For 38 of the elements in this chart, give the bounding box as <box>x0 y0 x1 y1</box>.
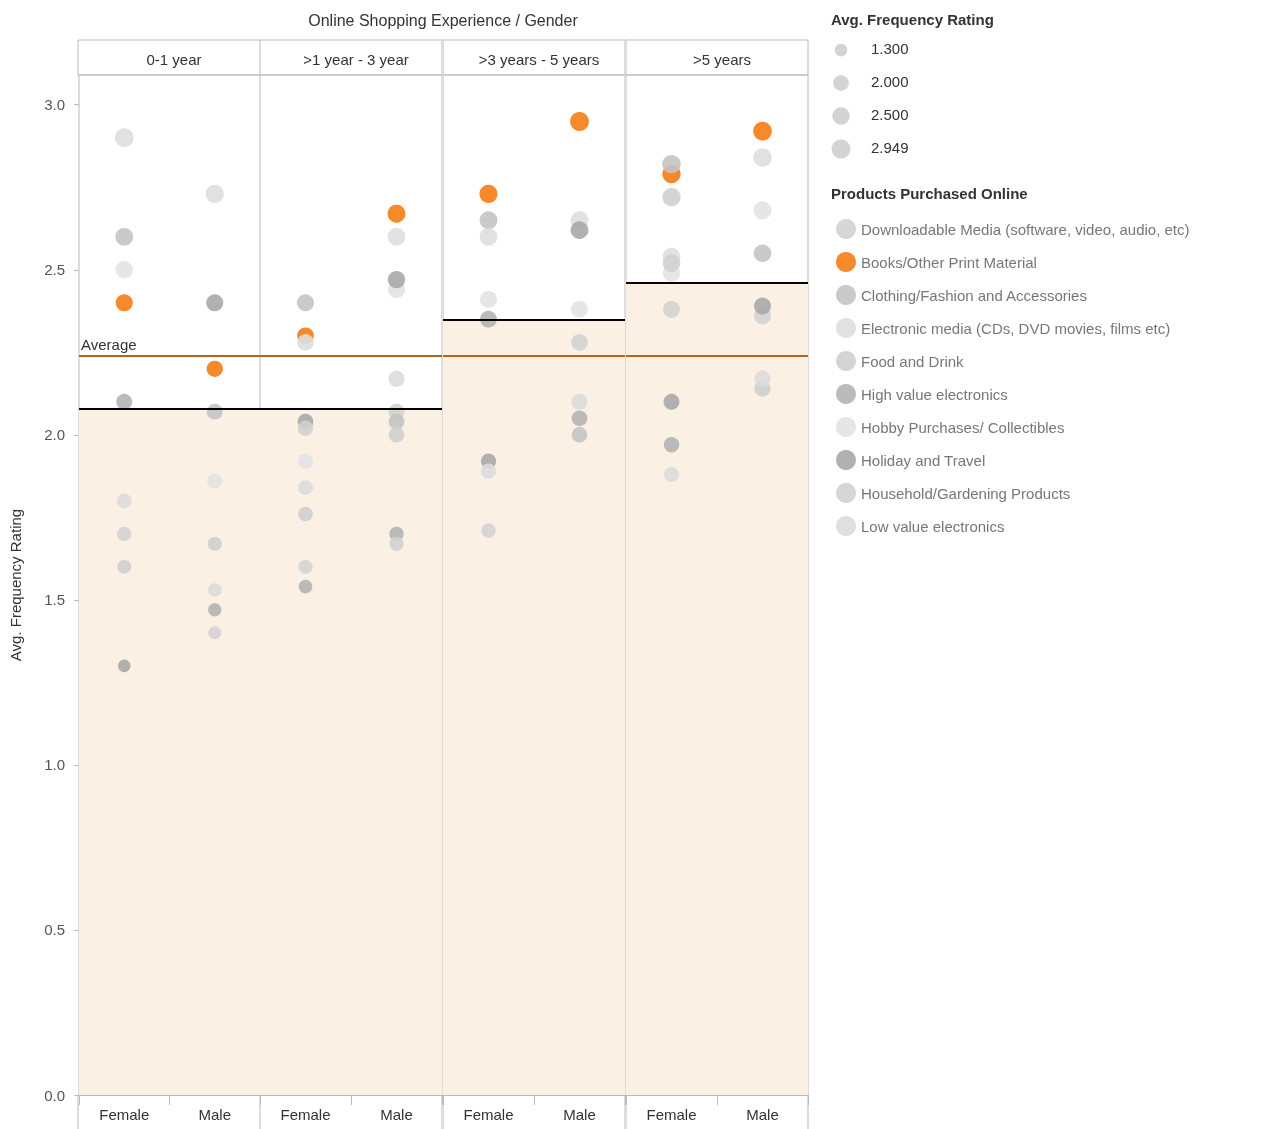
legend-label: 2.000 <box>871 73 909 90</box>
x-tick-label: Female <box>280 1106 331 1123</box>
y-tick-label: 0.0 <box>44 1086 65 1104</box>
legend-label: Hobby Purchases/ Collectibles <box>861 418 1065 436</box>
legend-label: High value electronics <box>861 385 1008 403</box>
legend-label: 2.500 <box>871 106 909 123</box>
text: Online Shopping Experience / Gender <box>308 12 578 29</box>
y-axis-title: Avg. Frequency Rating <box>7 508 24 662</box>
legend-label: Downloadable Media (software, video, audio, etc) <box>861 220 1190 238</box>
legend-label: Electronic media (CDs, DVD movies, films etc) <box>861 319 1171 337</box>
x-tick-label: Male <box>746 1106 779 1123</box>
y-tick-label: 2.5 <box>44 261 65 279</box>
legend-label: Household/Gardening Products <box>861 484 1071 502</box>
x-tick-label: Female <box>646 1106 697 1123</box>
chart-subtitle: >3 years - 5 years <box>478 51 600 68</box>
y-tick-label: 1.0 <box>44 756 65 774</box>
x-tick-label: Male <box>563 1106 596 1123</box>
y-tick-label: 3.0 <box>44 96 65 114</box>
legend-label: Holiday and Travel <box>861 451 986 469</box>
legend-label: 2.949 <box>871 139 909 156</box>
y-tick-label: 0.5 <box>44 921 65 939</box>
x-tick-label: Male <box>198 1106 232 1123</box>
legend-title: Products Purchased Online <box>831 185 1028 202</box>
legend-label: Low value electronics <box>861 517 1005 535</box>
x-tick-label: Female <box>463 1106 514 1123</box>
y-tick-label: 1.5 <box>44 591 65 609</box>
y-tick-label: 2.0 <box>44 426 65 444</box>
chart-subtitle: >1 year - 3 year <box>303 51 409 68</box>
x-tick-label: Female <box>99 1106 150 1123</box>
legend-label: 1.300 <box>871 40 909 57</box>
legend-label: Clothing/Fashion and Accessories <box>861 286 1087 304</box>
text: Avg. Frequency Rating <box>831 11 994 28</box>
x-tick-label: Male <box>380 1106 413 1123</box>
chart-subtitle: >5 years <box>693 51 751 68</box>
chart-subtitle: 0-1 year <box>146 51 202 68</box>
ref-line-label: Average <box>81 335 137 353</box>
legend-label: Food and Drink <box>861 352 965 370</box>
legend-label: Books/Other Print Material <box>861 253 1037 271</box>
